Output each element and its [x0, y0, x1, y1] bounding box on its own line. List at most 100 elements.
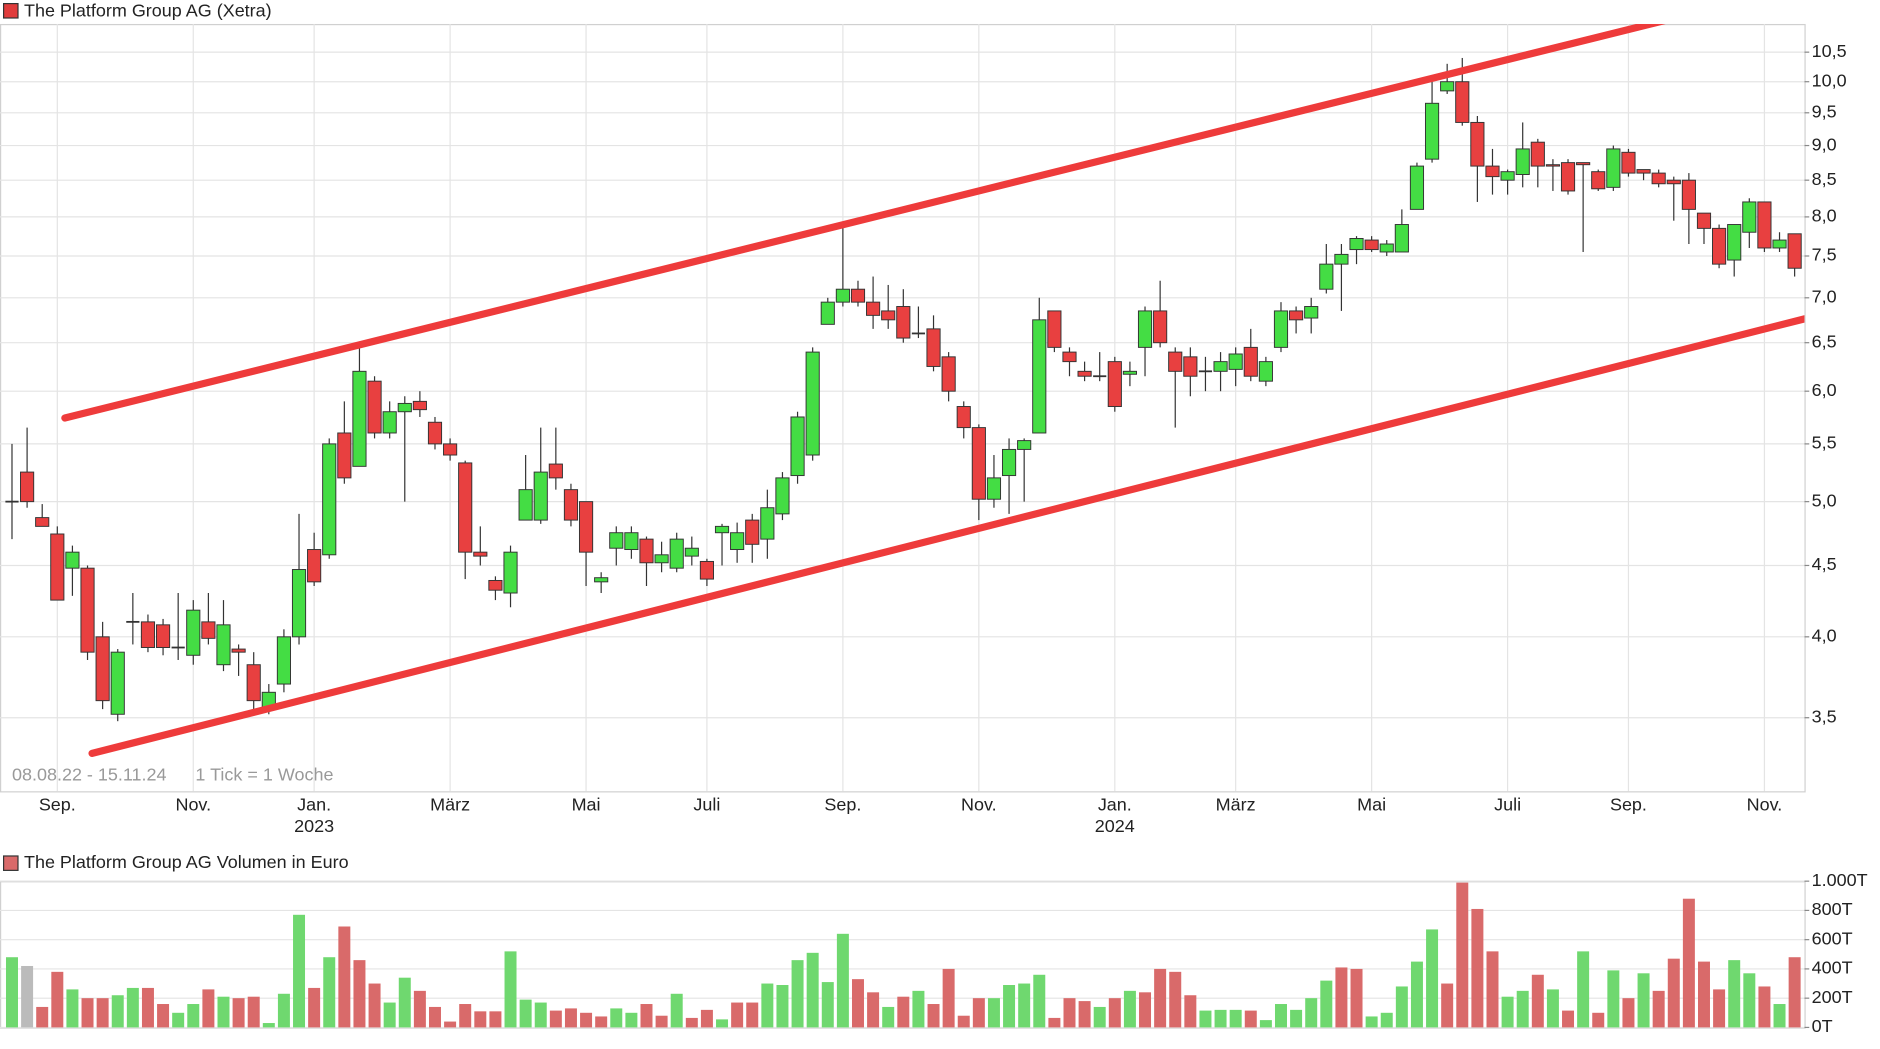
volume-bar	[353, 960, 366, 1028]
candle-body	[1636, 169, 1651, 174]
y-tick-label: 9,0	[1812, 134, 1837, 154]
volume-bar	[882, 1006, 895, 1028]
volume-bar	[1546, 989, 1559, 1028]
volume-bar	[746, 1002, 759, 1028]
volume-bar	[5, 957, 18, 1028]
candle-body	[956, 406, 971, 429]
volume-bar	[1365, 1016, 1378, 1028]
volume-bar	[1410, 961, 1423, 1028]
candle-body	[201, 621, 216, 639]
candle-body	[397, 402, 412, 413]
candle-body	[1530, 141, 1545, 167]
candle-body	[578, 501, 594, 553]
candle-body	[458, 462, 473, 553]
volume-bar	[413, 990, 426, 1028]
candle-body	[1017, 440, 1032, 450]
candle-body	[443, 443, 458, 456]
volume-bar	[1788, 957, 1801, 1028]
x-tick-label: Juli	[1494, 794, 1521, 814]
x-tick-label: Mai	[1357, 794, 1386, 814]
candle-body	[1485, 165, 1500, 178]
volume-bar	[1063, 998, 1076, 1028]
candle-body	[65, 551, 80, 569]
candle-body	[1757, 201, 1772, 249]
volume-bar	[549, 1010, 562, 1028]
volume-bar	[1335, 967, 1348, 1028]
volume-bar	[1244, 1010, 1257, 1028]
candle-body	[654, 554, 669, 564]
volume-bar	[428, 1006, 441, 1028]
x-year-label: 2024	[1095, 816, 1135, 836]
volume-bar	[1713, 989, 1726, 1028]
candle-body	[820, 301, 835, 325]
volume-bar	[595, 1016, 608, 1028]
candle-body	[1787, 233, 1802, 269]
volume-bar	[489, 1011, 502, 1028]
volume-bar	[700, 1009, 713, 1028]
volume-bar	[111, 995, 124, 1028]
candle-body	[1742, 201, 1757, 233]
volume-bar	[262, 1023, 275, 1028]
candle-body	[35, 517, 50, 527]
candle-body	[548, 463, 563, 479]
candle-body	[594, 577, 609, 583]
volume-bar	[81, 998, 94, 1028]
volume-bar	[247, 996, 260, 1028]
candle-body	[1032, 319, 1047, 434]
volume-bar	[640, 1004, 653, 1028]
volume-title: The Platform Group AG Volumen in Euro	[24, 852, 349, 872]
candle-body	[699, 560, 714, 580]
y-tick-label: 3,5	[1812, 706, 1837, 726]
volume-bar	[897, 996, 910, 1028]
x-year-label: 2023	[294, 816, 334, 836]
volume-bar	[444, 1021, 457, 1028]
y-tick-label: 10,0	[1812, 70, 1847, 90]
x-tick-label: März	[1216, 794, 1256, 814]
candle-body	[1696, 212, 1712, 229]
candle-body	[216, 624, 231, 666]
y-tick-label: 400T	[1812, 958, 1853, 978]
price-title: The Platform Group AG (Xetra)	[24, 1, 272, 21]
volume-bar	[836, 933, 849, 1028]
price-frame	[0, 23, 1806, 793]
candle-body	[1470, 121, 1485, 167]
y-tick-label: 6,5	[1812, 331, 1837, 351]
candle-body	[1409, 165, 1425, 210]
volume-bar	[1184, 995, 1197, 1028]
volume-bar	[972, 998, 985, 1028]
volume-bar	[1018, 983, 1031, 1028]
y-tick-label: 8,5	[1812, 169, 1837, 189]
trendline	[88, 315, 1805, 757]
volume-bar	[761, 983, 774, 1028]
candle-body	[1289, 310, 1304, 321]
candle-body	[1576, 162, 1591, 166]
date-range: 08.08.22 - 15.11.24	[12, 764, 167, 784]
volume-bar	[1486, 951, 1499, 1028]
candle-body	[80, 567, 95, 653]
candle-body	[1047, 310, 1062, 348]
candle-body	[276, 636, 291, 685]
candle-body	[896, 306, 911, 339]
volume-bar	[1637, 973, 1650, 1028]
candle-body	[1243, 346, 1258, 377]
volume-bar	[1320, 980, 1333, 1028]
x-tick-label: Jan.	[1098, 794, 1132, 814]
volume-bar	[1697, 961, 1710, 1028]
candle-body	[714, 525, 730, 534]
y-tick-label: 4,0	[1812, 626, 1837, 646]
candle-body	[1500, 171, 1515, 181]
candle-body	[427, 421, 443, 445]
volume-bar	[1562, 1010, 1575, 1028]
candle-body	[1001, 448, 1017, 477]
candle-body	[352, 370, 367, 467]
volume-bar	[1501, 996, 1514, 1028]
volume-bar	[1395, 986, 1408, 1028]
x-tick-label: Juli	[693, 794, 720, 814]
volume-bar	[1607, 970, 1620, 1028]
x-tick-label: Sep.	[824, 794, 861, 814]
candle-body	[1319, 263, 1334, 290]
y-tick-label: 5,5	[1812, 433, 1837, 453]
volume-bar	[912, 990, 925, 1028]
volume-bar	[21, 965, 34, 1028]
